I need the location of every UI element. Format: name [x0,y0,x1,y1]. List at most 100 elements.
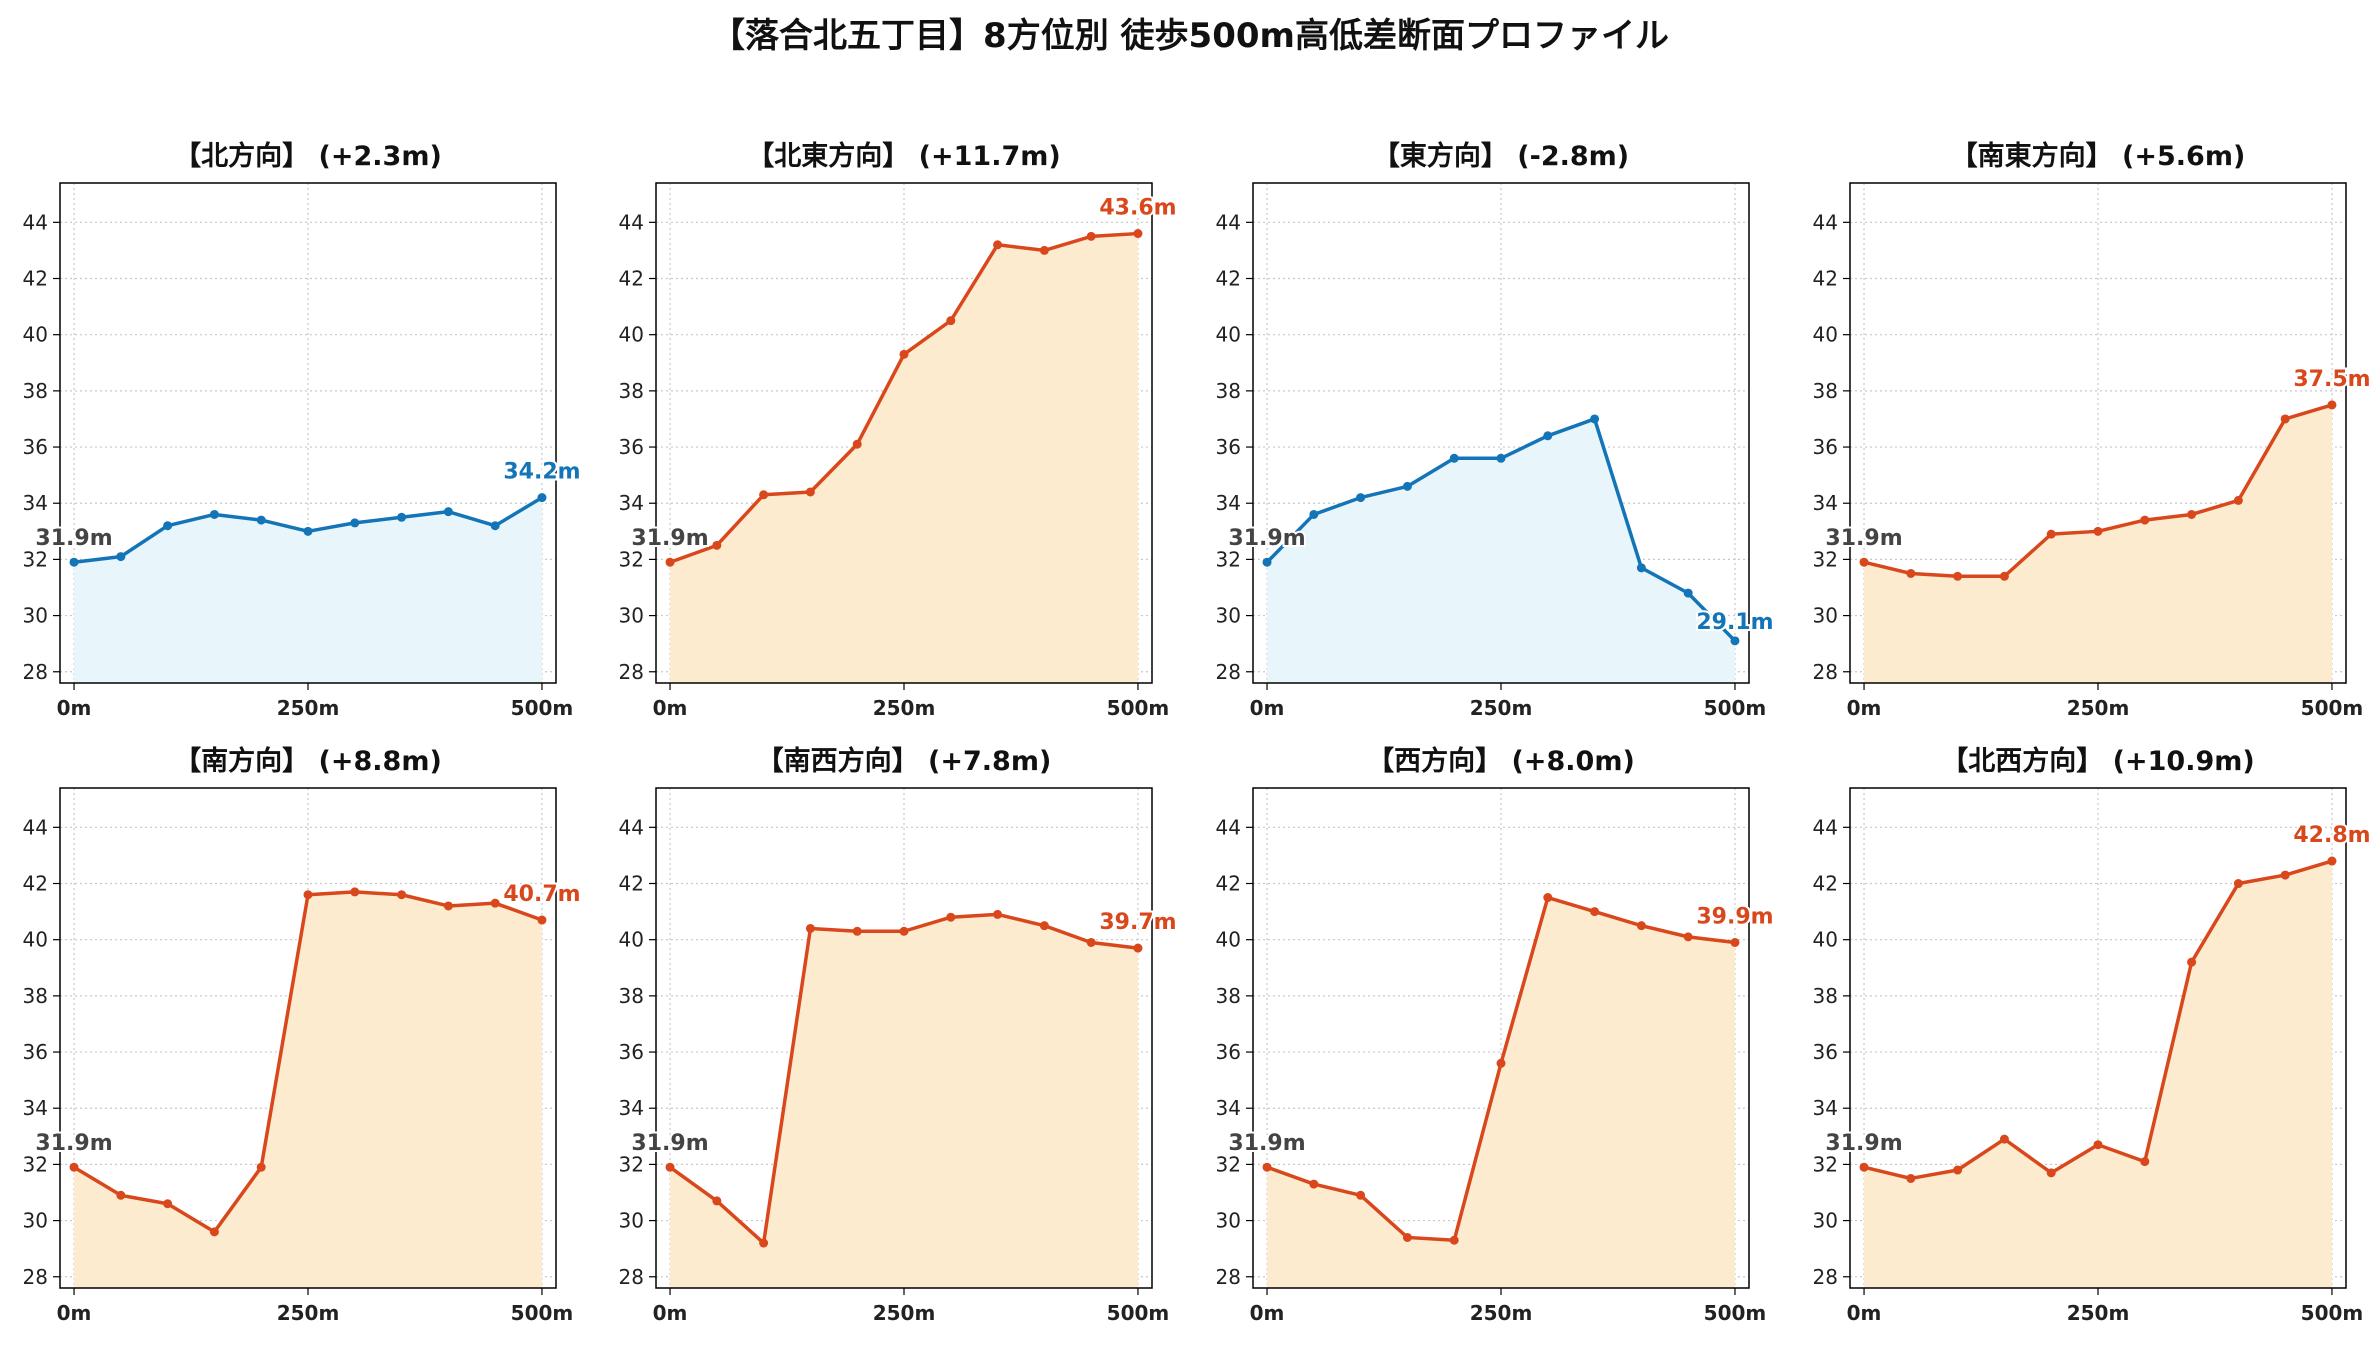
y-tick-label: 44 [1813,815,1838,839]
y-tick-label: 32 [1216,1152,1241,1176]
y-tick-label: 40 [1813,323,1838,347]
data-point [946,316,956,326]
data-point [350,887,360,897]
chart-title: 【東方向】 (-2.8m) [1373,140,1629,172]
end-value-label: 39.7m [1099,910,1176,935]
data-point [2046,1168,2056,1178]
y-tick-label: 34 [1813,491,1838,515]
x-tick-label: 250m [277,696,340,720]
data-point [1683,932,1693,942]
end-value-label: 34.2m [503,460,580,485]
data-point [490,898,500,908]
chart-panel-4: 【南東方向】 (+5.6m) 28 30 32 34 36 38 40 42 44 0m 250m 50… [1813,140,2373,720]
y-tick-label: 30 [23,1209,48,1233]
x-tick-label: 0m [653,1301,688,1325]
data-point [852,439,862,449]
x-tick-label: 500m [511,1301,574,1325]
data-point [1133,229,1143,239]
data-point [1590,907,1600,917]
data-point [993,909,1003,919]
data-point [1906,1173,1916,1183]
start-value-label: 31.9m [35,526,112,551]
data-point [1730,636,1740,646]
x-tick-label: 250m [277,1301,340,1325]
chart-title: 【北西方向】 (+10.9m) [1941,745,2254,777]
y-tick-label: 38 [23,379,48,403]
data-point [899,926,909,936]
chart-panel-5: 【南方向】 (+8.8m) 28 30 32 34 36 38 40 42 44 0m 250m 500… [23,745,583,1325]
area-fill [1267,897,1735,1288]
data-point [805,487,815,497]
data-point [712,1196,722,1206]
y-tick-label: 40 [1813,928,1838,952]
start-value-label: 31.9m [35,1131,112,1156]
data-point [443,901,453,911]
data-point [209,1227,219,1237]
data-point [1402,1232,1412,1242]
y-tick-label: 40 [619,323,644,347]
data-point [1859,1162,1869,1172]
y-tick-label: 42 [23,872,48,896]
y-tick-label: 42 [619,872,644,896]
data-point [490,521,500,531]
data-point [1039,245,1049,255]
chart-panel-1: 【北方向】 (+2.3m) 28 30 32 34 36 38 40 42 44 0m 250m 500… [23,140,583,720]
area-fill [670,914,1138,1288]
y-tick-label: 30 [1216,1209,1241,1233]
data-point [665,557,675,567]
data-point [2093,526,2103,536]
y-tick-label: 34 [1216,1096,1241,1120]
data-point [759,490,769,500]
data-point [2327,856,2337,866]
data-point [1402,481,1412,491]
area-fill [1864,404,2332,683]
x-tick-label: 500m [2301,696,2364,720]
data-point [443,507,453,517]
area-fill [74,497,542,683]
y-tick-label: 40 [23,323,48,347]
data-point [2140,515,2150,525]
data-point [1543,431,1553,441]
start-value-label: 31.9m [1825,526,1902,551]
data-point [116,1190,126,1200]
data-point [993,240,1003,250]
data-point [163,1199,173,1209]
data-point [2280,870,2290,880]
data-point [1449,453,1459,463]
data-point [1262,557,1272,567]
y-tick-label: 38 [1813,379,1838,403]
y-tick-label: 38 [23,984,48,1008]
y-tick-label: 34 [23,1096,48,1120]
data-point [899,349,909,359]
data-point [759,1238,769,1248]
data-point [2187,957,2197,967]
chart-panel-8: 【北西方向】 (+10.9m) 28 30 32 34 36 38 40 42 44 0m 250m 5… [1813,745,2373,1325]
y-tick-label: 28 [619,660,644,684]
data-point [2280,414,2290,424]
y-tick-label: 36 [1813,1040,1838,1064]
y-tick-label: 40 [1216,323,1241,347]
y-tick-label: 42 [1216,872,1241,896]
data-point [163,521,173,531]
y-tick-label: 34 [619,1096,644,1120]
data-point [1859,557,1869,567]
y-tick-label: 42 [619,267,644,291]
data-point [1133,943,1143,953]
data-point [1730,937,1740,947]
y-tick-label: 32 [619,1152,644,1176]
data-point [256,515,266,525]
area-fill [1267,418,1735,683]
data-point [946,912,956,922]
end-value-label: 29.1m [1696,610,1773,635]
y-tick-label: 28 [1216,1265,1241,1289]
y-tick-label: 32 [619,547,644,571]
data-point [116,552,126,562]
data-point [1086,231,1096,241]
y-tick-label: 30 [1216,604,1241,628]
y-tick-label: 28 [1813,1265,1838,1289]
y-tick-label: 44 [23,815,48,839]
y-tick-label: 40 [1216,928,1241,952]
x-tick-label: 250m [1470,1301,1533,1325]
data-point [2327,400,2337,410]
y-tick-label: 42 [1216,267,1241,291]
